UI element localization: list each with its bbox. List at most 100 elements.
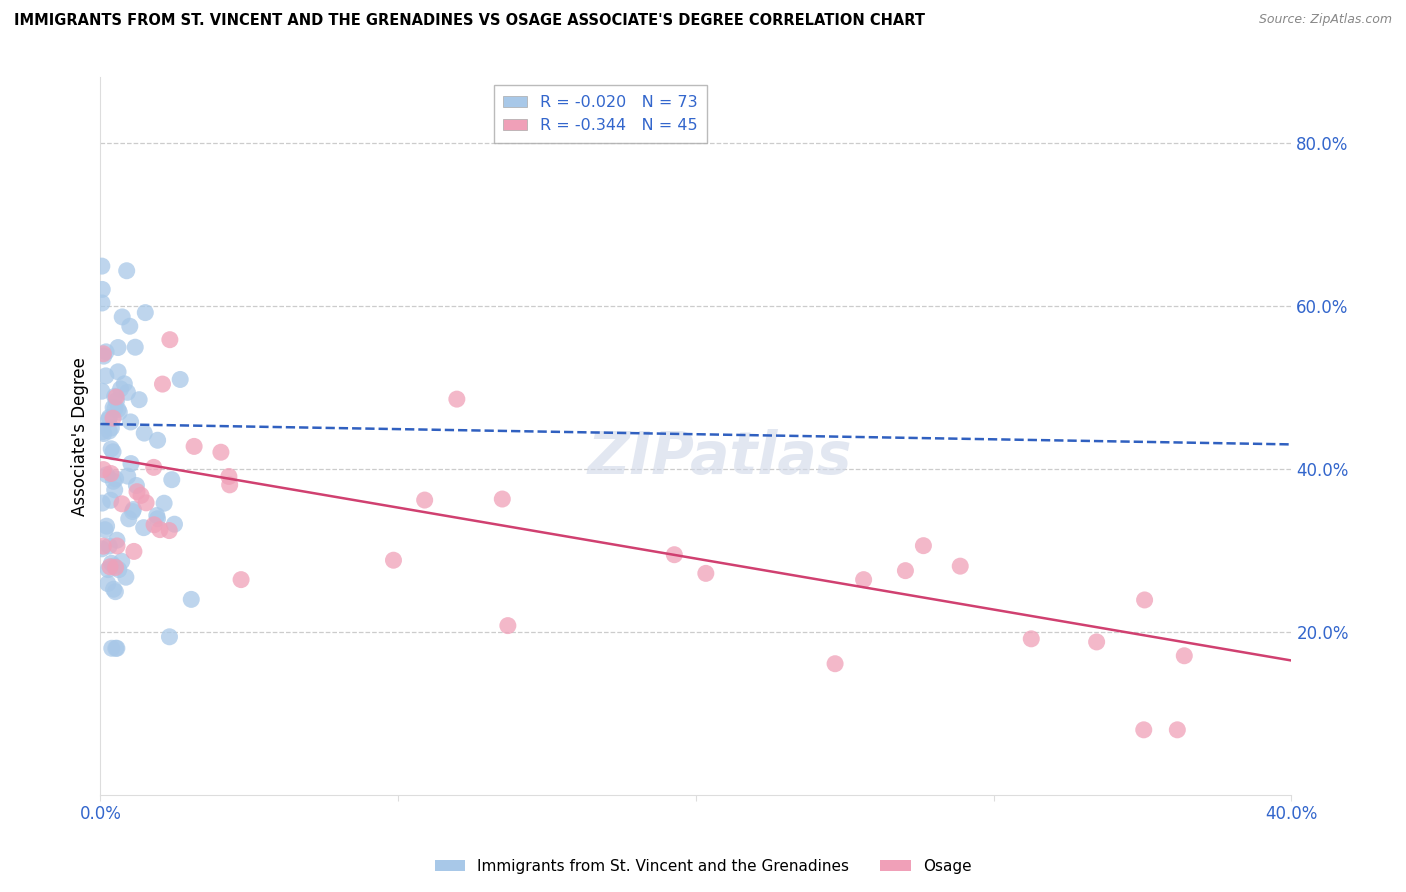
Point xyxy=(104,472,127,486)
Point xyxy=(98,410,121,425)
Point xyxy=(98,539,121,553)
Point xyxy=(135,496,157,510)
Point xyxy=(118,319,141,334)
Point xyxy=(1166,723,1188,737)
Text: ZIPatlas: ZIPatlas xyxy=(588,429,852,486)
Point xyxy=(664,548,686,562)
Point xyxy=(382,553,405,567)
Point xyxy=(894,564,917,578)
Point xyxy=(104,560,127,574)
Text: IMMIGRANTS FROM ST. VINCENT AND THE GRENADINES VS OSAGE ASSOCIATE'S DEGREE CORRE: IMMIGRANTS FROM ST. VINCENT AND THE GREN… xyxy=(14,13,925,29)
Point xyxy=(103,582,125,597)
Point xyxy=(115,264,138,278)
Y-axis label: Associate's Degree: Associate's Degree xyxy=(72,357,89,516)
Point xyxy=(120,415,142,429)
Point xyxy=(125,484,148,499)
Point xyxy=(104,641,127,656)
Point xyxy=(111,497,134,511)
Point xyxy=(824,657,846,671)
Point xyxy=(159,630,181,644)
Point xyxy=(180,592,202,607)
Point xyxy=(98,424,121,438)
Point xyxy=(1173,648,1195,663)
Point xyxy=(491,491,513,506)
Point xyxy=(91,496,114,510)
Point xyxy=(129,488,152,502)
Point xyxy=(159,333,181,347)
Point xyxy=(122,502,145,516)
Point xyxy=(97,576,120,591)
Point xyxy=(134,305,156,319)
Point xyxy=(94,368,117,383)
Point xyxy=(149,523,172,537)
Point xyxy=(91,347,114,361)
Point xyxy=(209,445,232,459)
Point xyxy=(413,493,436,508)
Point xyxy=(146,434,169,448)
Point xyxy=(91,296,114,310)
Point xyxy=(96,467,118,482)
Point xyxy=(107,341,129,355)
Point xyxy=(90,384,112,399)
Point xyxy=(169,372,191,386)
Point xyxy=(1133,593,1156,607)
Point xyxy=(183,439,205,453)
Point xyxy=(91,539,114,553)
Point xyxy=(118,512,141,526)
Point xyxy=(105,533,128,548)
Point xyxy=(218,469,240,483)
Point xyxy=(100,442,122,456)
Point xyxy=(98,559,121,574)
Point xyxy=(94,523,117,537)
Point xyxy=(146,512,169,526)
Point xyxy=(90,541,112,556)
Point xyxy=(100,493,122,508)
Point xyxy=(949,559,972,574)
Point xyxy=(132,521,155,535)
Point xyxy=(93,426,115,441)
Point xyxy=(111,554,134,568)
Point xyxy=(105,390,128,404)
Point xyxy=(121,504,143,518)
Point xyxy=(101,401,124,415)
Point xyxy=(97,563,120,577)
Point xyxy=(91,282,114,296)
Point xyxy=(912,539,935,553)
Point xyxy=(90,259,112,273)
Point xyxy=(107,365,129,379)
Point xyxy=(146,508,169,523)
Point xyxy=(218,478,240,492)
Point xyxy=(104,483,127,497)
Point xyxy=(157,524,180,538)
Point xyxy=(105,641,128,656)
Legend: R = -0.020   N = 73, R = -0.344   N = 45: R = -0.020 N = 73, R = -0.344 N = 45 xyxy=(494,86,707,143)
Point xyxy=(107,563,129,577)
Point xyxy=(110,382,132,396)
Point xyxy=(100,421,122,435)
Point xyxy=(122,544,145,558)
Point xyxy=(117,469,139,483)
Point xyxy=(496,618,519,632)
Point xyxy=(101,444,124,458)
Point xyxy=(108,405,131,419)
Point xyxy=(103,475,125,489)
Point xyxy=(97,413,120,427)
Point xyxy=(112,376,135,391)
Point xyxy=(117,385,139,400)
Point xyxy=(100,641,122,656)
Point xyxy=(163,517,186,532)
Point xyxy=(124,340,146,354)
Point xyxy=(115,570,138,584)
Point xyxy=(1019,632,1042,646)
Text: Source: ZipAtlas.com: Source: ZipAtlas.com xyxy=(1258,13,1392,27)
Point xyxy=(100,556,122,570)
Point xyxy=(91,425,114,439)
Point xyxy=(446,392,468,406)
Point xyxy=(96,519,118,533)
Point xyxy=(105,539,128,553)
Point xyxy=(103,559,125,574)
Point xyxy=(852,573,875,587)
Point xyxy=(91,462,114,476)
Point xyxy=(142,460,165,475)
Point xyxy=(104,389,127,403)
